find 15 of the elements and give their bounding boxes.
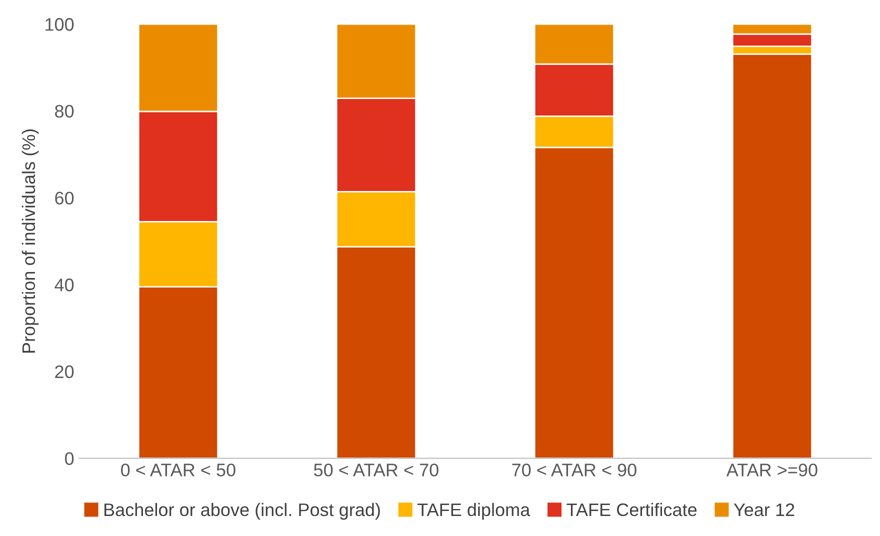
- legend-label: Year 12: [734, 503, 794, 516]
- x-tick-label: 50 < ATAR < 70: [314, 464, 438, 476]
- legend-label: TAFE Certificate: [566, 502, 697, 516]
- y-tick-label: 20: [55, 365, 74, 378]
- y-tick-label: 100: [46, 18, 74, 31]
- y-tick-label: 40: [54, 278, 74, 292]
- legend-label: Bachelor or above (incl. Post grad): [104, 502, 380, 520]
- y-tick-label: 80: [55, 104, 74, 118]
- y-tick-label: 0: [65, 452, 74, 465]
- x-tick-label: ATAR >=90: [726, 464, 818, 476]
- x-tick-label: 70 < ATAR < 90: [512, 464, 636, 476]
- x-tick-label: 0 < ATAR < 50: [121, 464, 236, 476]
- y-tick-label: 60: [55, 192, 74, 205]
- y-axis-title: Proportion of individuals (%): [22, 129, 39, 353]
- legend-label: TAFE diploma: [417, 502, 530, 520]
